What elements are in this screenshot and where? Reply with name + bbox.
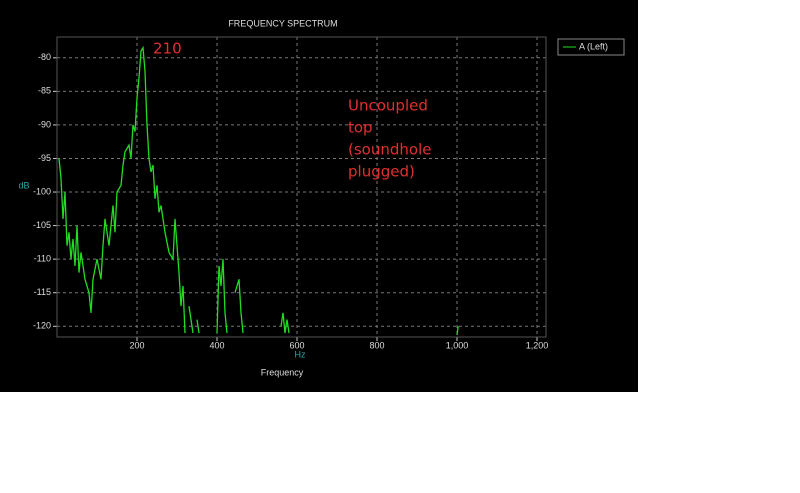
y-tick-label: -80 [38, 52, 51, 62]
x-tick-label: 600 [289, 340, 304, 350]
legend-box [557, 38, 625, 56]
y-tick-label: -85 [38, 86, 51, 96]
spectrum-line [58, 45, 459, 336]
annotation-line: Uncoupled [348, 97, 428, 115]
panel [0, 0, 638, 392]
y-tick-label: -105 [33, 220, 51, 230]
annotation-line: top [348, 119, 373, 137]
annotation-line: plugged) [348, 163, 415, 181]
chart-title: FREQUENCY SPECTRUM [228, 18, 337, 28]
x-axis-unit: Hz [295, 349, 306, 359]
legend-label: A (Left) [579, 41, 608, 51]
y-tick-label: -115 [34, 287, 51, 297]
y-tick-label: -95 [38, 153, 51, 163]
y-tick-label: -120 [33, 321, 51, 331]
annotation: 210 [153, 40, 182, 58]
x-tick-label: 1,000 [446, 340, 469, 350]
y-tick-label: -90 [38, 119, 51, 129]
x-tick-label: 400 [209, 340, 224, 350]
annotation-line: (soundhole [348, 141, 431, 159]
x-tick-label: 200 [129, 340, 144, 350]
x-tick-label: 1,200 [526, 340, 549, 350]
x-axis-label: Frequency [261, 367, 304, 377]
x-tick-label: 800 [369, 340, 384, 350]
y-tick-label: -110 [34, 254, 51, 264]
plot-frame [56, 36, 547, 338]
y-axis-label: dB [18, 180, 29, 190]
y-tick-label: -100 [33, 186, 51, 196]
